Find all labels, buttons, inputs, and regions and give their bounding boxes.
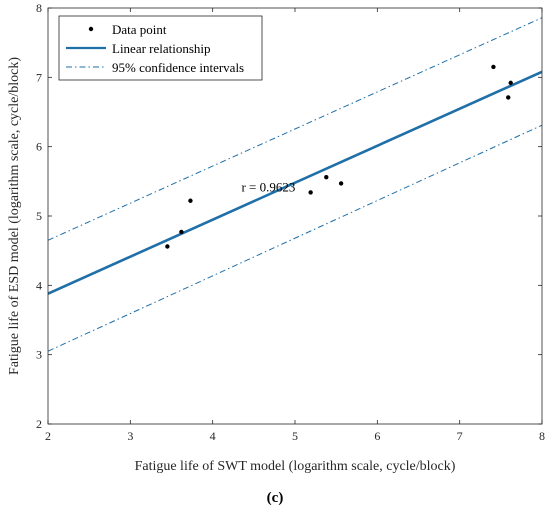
x-tick-label: 3: [127, 429, 133, 443]
y-axis-label: Fatigue life of ESD model (logarithm sca…: [7, 57, 22, 375]
data-point-8: [508, 80, 513, 86]
data-point-2: [188, 198, 193, 203]
line-marks: [48, 17, 542, 352]
data-point-3: [308, 190, 313, 195]
y-tick-label: 5: [36, 209, 42, 223]
x-tick-label: 4: [210, 429, 216, 443]
x-tick-label: 8: [539, 429, 545, 443]
x-tick-label: 5: [292, 429, 298, 443]
plot-frame: [47, 7, 543, 425]
axis-ticks: 2 3 4 5 6 7 8 2 3 4 5 6 7 8: [36, 1, 545, 443]
data-point-1: [179, 229, 184, 235]
legend: Data point Linear relationship 95% confi…: [58, 15, 263, 81]
y-tick-label: 7: [36, 70, 42, 84]
legend-label-confidence-intervals: 95% confidence intervals: [112, 60, 244, 75]
data-point-5: [338, 181, 344, 186]
data-point-7: [506, 95, 511, 100]
legend-label-linear-relationship: Linear relationship: [112, 41, 211, 56]
x-tick-label: 2: [45, 429, 51, 443]
y-tick-label: 8: [36, 1, 42, 15]
x-tick-label: 6: [374, 429, 380, 443]
y-tick-label: 6: [36, 140, 42, 154]
y-tick-label: 4: [36, 278, 42, 292]
legend-marker-data-point: [88, 26, 94, 32]
confidence-lower-line: [48, 124, 542, 352]
y-tick-label: 3: [36, 348, 42, 362]
x-tick-label: 7: [457, 429, 463, 443]
data-marks: [48, 17, 542, 352]
data-point-4: [324, 174, 329, 180]
panel-label: (c): [267, 490, 284, 506]
confidence-upper-line: [48, 17, 542, 241]
x-axis-label: Fatigue life of SWT model (logarithm sca…: [135, 459, 456, 474]
correlation-annotation: r = 0.9623: [241, 180, 295, 195]
data-point-0: [165, 244, 170, 249]
data-point-6: [491, 64, 496, 70]
linear-fit-line: [48, 70, 542, 295]
y-tick-label: 2: [36, 417, 42, 431]
legend-label-data-point: Data point: [112, 22, 167, 37]
